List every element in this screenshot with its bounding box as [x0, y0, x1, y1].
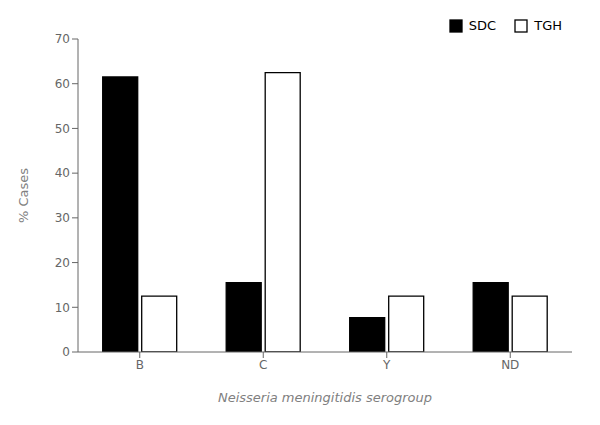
- svg-text:70: 70: [55, 32, 70, 46]
- svg-text:Neisseria meningitidis serogro: Neisseria meningitidis serogroup: [218, 390, 432, 405]
- html-text:SDC: SDC: [468, 18, 497, 33]
- svg-text:30: 30: [55, 211, 70, 225]
- svg-text:50: 50: [55, 122, 70, 136]
- svg-text:C: C: [259, 358, 267, 372]
- svg-text:B: B: [136, 358, 144, 372]
- svg-text:ND: ND: [501, 358, 519, 372]
- html-text:TGH: TGH: [534, 18, 562, 33]
- svg-text:Y: Y: [382, 358, 391, 372]
- svg-text:40: 40: [55, 166, 70, 180]
- svg-text:10: 10: [55, 301, 70, 315]
- svg-text:20: 20: [55, 256, 70, 270]
- svg-text:0: 0: [62, 345, 70, 359]
- svg-text:60: 60: [55, 77, 70, 91]
- svg-text:% Cases: % Cases: [16, 168, 31, 223]
